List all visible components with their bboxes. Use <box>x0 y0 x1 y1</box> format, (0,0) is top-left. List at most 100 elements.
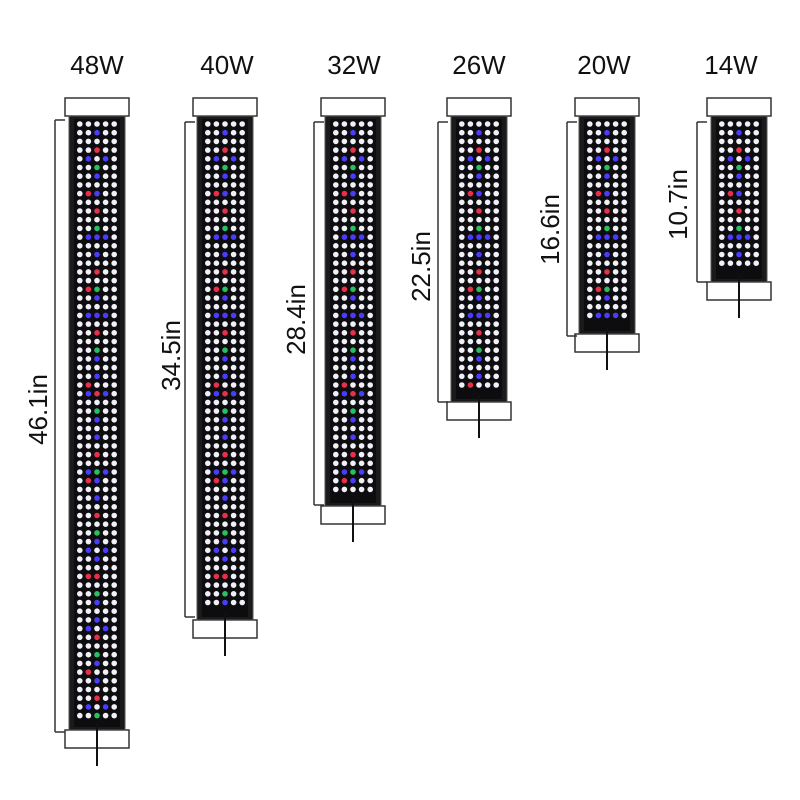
led <box>213 521 220 527</box>
led <box>736 199 742 206</box>
led <box>111 556 117 562</box>
led <box>85 425 92 432</box>
led <box>77 330 83 336</box>
led <box>213 408 220 414</box>
led <box>222 460 228 467</box>
led <box>719 216 725 223</box>
led <box>493 347 500 354</box>
led <box>239 460 245 467</box>
led <box>102 138 109 145</box>
led <box>333 390 339 397</box>
led <box>230 434 237 441</box>
led <box>604 234 610 240</box>
led <box>111 564 117 571</box>
led <box>493 243 500 249</box>
led <box>205 573 211 580</box>
led <box>230 234 237 240</box>
led <box>213 477 220 484</box>
led <box>736 121 742 127</box>
led <box>102 443 109 449</box>
led <box>77 129 83 136</box>
led <box>341 382 348 388</box>
led <box>744 216 751 223</box>
led <box>85 234 92 240</box>
led <box>111 530 117 536</box>
led <box>476 156 482 162</box>
led <box>484 286 491 293</box>
led <box>77 251 83 258</box>
led <box>727 208 734 214</box>
led <box>604 182 610 188</box>
led <box>77 451 83 458</box>
led <box>476 208 482 214</box>
led <box>341 303 348 310</box>
led <box>459 208 465 214</box>
led <box>476 147 482 153</box>
led <box>736 156 742 162</box>
led <box>94 521 100 527</box>
led <box>239 373 245 380</box>
led <box>111 156 117 162</box>
led <box>493 121 500 127</box>
led <box>341 434 348 441</box>
led <box>367 364 374 371</box>
led <box>102 634 109 641</box>
led <box>230 182 237 188</box>
led <box>239 303 245 310</box>
led <box>358 269 365 275</box>
led <box>94 277 100 284</box>
led <box>102 356 109 362</box>
led <box>85 495 92 501</box>
led <box>205 504 211 510</box>
led <box>350 277 356 284</box>
led <box>213 147 220 153</box>
led <box>333 182 339 188</box>
led <box>719 260 725 267</box>
led <box>333 208 339 214</box>
led <box>102 556 109 562</box>
led <box>358 443 365 449</box>
led <box>213 269 220 275</box>
led <box>77 495 83 501</box>
led <box>595 269 602 275</box>
led <box>213 251 220 258</box>
led <box>213 138 220 145</box>
led <box>621 208 627 214</box>
led <box>367 399 374 406</box>
led <box>459 364 465 371</box>
led <box>459 156 465 162</box>
led <box>77 260 83 267</box>
led <box>85 538 92 545</box>
led <box>595 208 602 214</box>
led <box>230 530 237 536</box>
led <box>213 347 220 354</box>
led <box>612 225 619 232</box>
led <box>213 338 220 345</box>
led <box>94 243 100 249</box>
led <box>222 373 228 380</box>
led <box>341 199 348 206</box>
led <box>753 216 759 223</box>
led <box>205 564 211 571</box>
led <box>367 173 374 179</box>
led <box>333 399 339 406</box>
led <box>111 243 117 249</box>
led <box>744 164 751 171</box>
led <box>350 164 356 171</box>
led <box>111 538 117 545</box>
led <box>230 269 237 275</box>
led <box>94 295 100 301</box>
led <box>595 286 602 293</box>
led <box>94 121 100 127</box>
led <box>111 460 117 467</box>
led <box>77 321 83 327</box>
led <box>222 408 228 414</box>
led <box>612 182 619 188</box>
led <box>205 538 211 545</box>
led <box>77 582 83 588</box>
led <box>350 216 356 223</box>
led <box>493 138 500 145</box>
led <box>350 234 356 240</box>
led <box>493 330 500 336</box>
led <box>358 277 365 284</box>
